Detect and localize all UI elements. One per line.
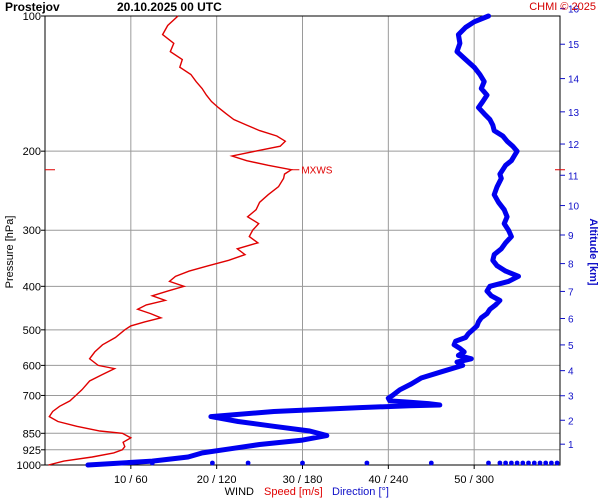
surface-direction-dot — [509, 460, 514, 466]
max-wind-marker: MXWS — [45, 166, 565, 177]
surface-direction-dot — [531, 460, 537, 466]
chart-credit: CHMI © 2025 — [529, 1, 596, 13]
surface-direction-dot — [554, 460, 560, 466]
altitude-tick-label: 1 — [568, 440, 574, 451]
altitude-tick-label: 14 — [568, 75, 580, 86]
surface-direction-dot — [537, 460, 543, 466]
pressure-tick-label: 100 — [23, 11, 41, 23]
wind-axis: 10 / 60 20 / 120 30 / 180 40 / 240 50 / 300 — [114, 465, 494, 486]
wind-tick-label: 50 / 300 — [454, 474, 494, 486]
altitude-tick-label: 10 — [568, 202, 580, 213]
altitude-tick-label: 2 — [568, 416, 574, 427]
x-axis-speed-label: Speed [m/s] — [264, 486, 323, 498]
surface-direction-dot — [428, 460, 434, 466]
wind-tick-label: 10 / 60 — [114, 474, 148, 486]
pressure-tick-label: 850 — [23, 428, 41, 440]
altitude-tick-label: 6 — [568, 315, 574, 326]
altitude-tick-label: 15 — [568, 40, 580, 51]
chart-title: Prostejov — [5, 0, 60, 14]
wind-tick-label: 20 / 120 — [197, 474, 237, 486]
surface-direction-dot — [486, 460, 491, 466]
speed-series-line — [48, 15, 294, 466]
altitude-tick-label: 11 — [568, 171, 579, 182]
altitude-tick-label: 5 — [568, 341, 574, 352]
pressure-tick-label: 300 — [23, 225, 41, 237]
grid — [45, 15, 560, 466]
pressure-tick-label: 400 — [23, 281, 41, 293]
surface-direction-dot — [497, 460, 503, 466]
chart-subtitle: 20.10.2025 00 UTC — [117, 0, 222, 14]
surface-direction-dot — [549, 460, 554, 466]
surface-direction-dot — [364, 460, 370, 466]
pressure-tick-label: 925 — [23, 445, 41, 457]
altitude-tick-label: 16 — [568, 5, 580, 16]
altitude-tick-label: 7 — [568, 287, 574, 298]
y-axis-label: Pressure [hPa] — [4, 216, 16, 289]
pressure-tick-label: 600 — [23, 360, 41, 372]
surface-direction-dot — [526, 460, 531, 466]
max-wind-label: MXWS — [301, 166, 332, 177]
pressure-axis: 100 200 300 400 500 600 700 850 925 1000 — [17, 11, 45, 472]
direction-series-line — [85, 13, 521, 468]
pressure-tick-label: 200 — [23, 146, 41, 158]
surface-direction-dots — [149, 460, 560, 466]
surface-direction-dot — [149, 460, 155, 466]
x-axis-direction-label: Direction [°] — [332, 486, 389, 498]
x-axis-label: WIND — [225, 486, 254, 498]
y2-axis-label: Altitude [km] — [587, 218, 599, 286]
pressure-tick-label: 1000 — [17, 460, 41, 472]
surface-direction-dot — [520, 460, 526, 466]
pressure-tick-label: 500 — [23, 325, 41, 337]
surface-direction-dot — [514, 460, 520, 466]
altitude-tick-label: 3 — [568, 392, 574, 403]
pressure-tick-label: 700 — [23, 390, 41, 402]
surface-direction-dot — [210, 460, 215, 466]
altitude-tick-label: 12 — [568, 140, 580, 151]
altitude-tick-label: 9 — [568, 231, 574, 242]
altitude-tick-label: 13 — [568, 108, 580, 119]
wind-tick-label: 30 / 180 — [283, 474, 323, 486]
altitude-tick-label: 8 — [568, 260, 574, 271]
surface-direction-dot — [245, 460, 251, 466]
surface-direction-dot — [300, 460, 305, 466]
wind-tick-label: 40 / 240 — [368, 474, 408, 486]
altitude-tick-label: 4 — [568, 367, 574, 378]
surface-direction-dot — [503, 460, 508, 466]
surface-direction-dot — [543, 460, 549, 466]
